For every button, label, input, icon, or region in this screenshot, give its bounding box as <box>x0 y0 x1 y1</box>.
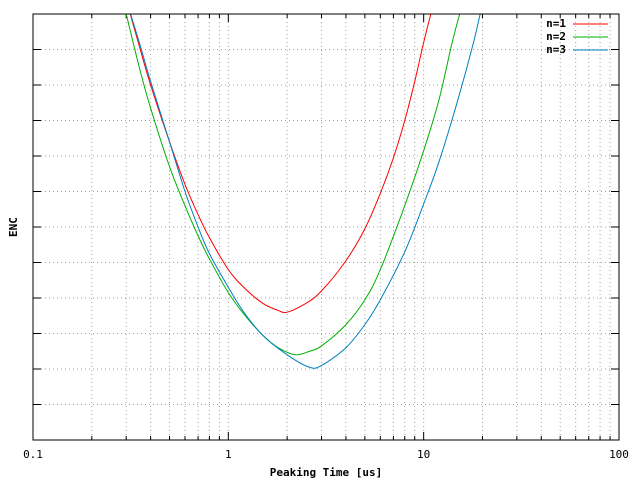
x-axis-label: Peaking Time [us] <box>270 466 383 479</box>
x-tick-label: 10 <box>417 448 430 461</box>
x-tick-labels: 0.1 1 10 100 <box>23 448 629 461</box>
series-line-n=2 <box>125 14 461 356</box>
legend-label: n=2 <box>546 30 566 43</box>
series-line-n=1 <box>129 14 432 314</box>
x-tick-label: 0.1 <box>23 448 43 461</box>
axis-ticks <box>32 13 619 440</box>
y-axis-label: ENC <box>7 217 20 237</box>
legend: n=1n=2n=3 <box>546 17 608 56</box>
x-tick-label: 1 <box>225 448 232 461</box>
series-line-n=3 <box>130 14 481 369</box>
legend-label: n=3 <box>546 43 566 56</box>
series-layer <box>125 14 481 369</box>
x-tick-label: 100 <box>609 448 629 461</box>
plot-frame <box>32 13 620 441</box>
grid-lines <box>33 14 619 440</box>
legend-label: n=1 <box>546 17 566 30</box>
